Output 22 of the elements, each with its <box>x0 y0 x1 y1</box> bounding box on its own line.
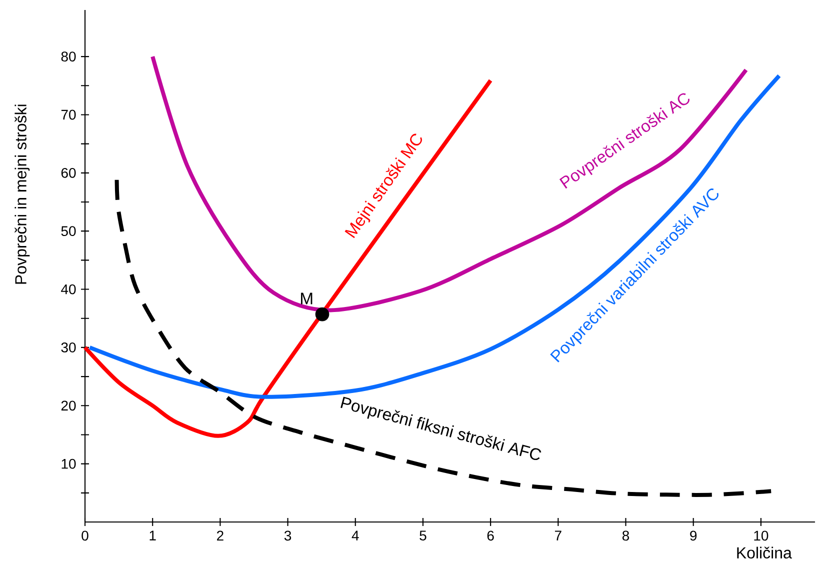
y-tick-label: 70 <box>61 110 76 120</box>
y-tick-label: 40 <box>61 284 76 294</box>
x-tick-label: 0 <box>82 530 88 541</box>
x-tick-label: 5 <box>420 530 426 540</box>
x-tick-label: 10 <box>754 530 768 541</box>
annotation: M <box>301 292 312 304</box>
y-tick-label: 50 <box>61 226 76 236</box>
x-tick-label: 6 <box>487 530 494 541</box>
y-tick-label: 30 <box>61 342 76 352</box>
x-tick-label: 3 <box>284 530 292 541</box>
x-tick-label: 4 <box>352 530 359 540</box>
x-tick-label: 9 <box>690 530 697 541</box>
y-tick-label: 60 <box>61 168 76 178</box>
x-tick-label: 1 <box>150 530 156 540</box>
x-tick-label: 8 <box>622 530 630 541</box>
y-tick-label: 80 <box>61 52 76 62</box>
x-tick-label: 7 <box>554 530 562 540</box>
x-tick-label: 2 <box>217 530 224 540</box>
y-tick-label: 20 <box>61 400 76 411</box>
x-axis-title: Količina <box>737 546 792 559</box>
y-axis-title: Povprečni in mejni stroški <box>14 104 30 284</box>
y-tick-label: 10 <box>62 458 76 469</box>
